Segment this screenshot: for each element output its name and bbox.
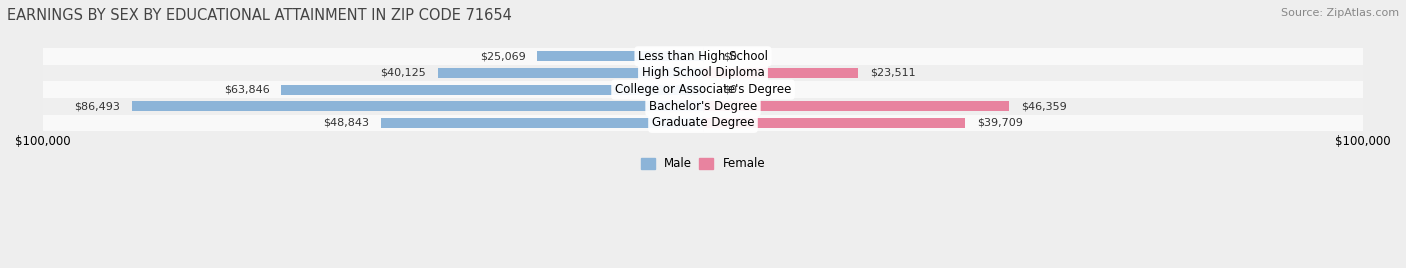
Bar bbox=[42, 114, 1364, 131]
Bar bbox=[703, 101, 1010, 111]
Bar bbox=[42, 48, 1364, 65]
Text: $0: $0 bbox=[723, 85, 737, 95]
Text: $25,069: $25,069 bbox=[479, 51, 526, 61]
Bar bbox=[439, 68, 703, 78]
Bar bbox=[537, 51, 703, 61]
Bar bbox=[281, 85, 703, 95]
Text: High School Diploma: High School Diploma bbox=[641, 66, 765, 79]
Text: $23,511: $23,511 bbox=[870, 68, 915, 78]
Bar bbox=[703, 68, 858, 78]
Text: Bachelor's Degree: Bachelor's Degree bbox=[650, 100, 756, 113]
Text: $46,359: $46,359 bbox=[1021, 101, 1067, 111]
Text: $86,493: $86,493 bbox=[75, 101, 120, 111]
Text: $0: $0 bbox=[723, 51, 737, 61]
Bar bbox=[42, 81, 1364, 98]
Text: Source: ZipAtlas.com: Source: ZipAtlas.com bbox=[1281, 8, 1399, 18]
Text: $48,843: $48,843 bbox=[322, 118, 368, 128]
Text: Graduate Degree: Graduate Degree bbox=[652, 116, 754, 129]
Bar bbox=[42, 65, 1364, 81]
Bar bbox=[703, 118, 965, 128]
Bar bbox=[132, 101, 703, 111]
Bar bbox=[381, 118, 703, 128]
Text: $40,125: $40,125 bbox=[381, 68, 426, 78]
Bar bbox=[42, 98, 1364, 114]
Text: $39,709: $39,709 bbox=[977, 118, 1024, 128]
Text: $63,846: $63,846 bbox=[224, 85, 270, 95]
Legend: Male, Female: Male, Female bbox=[638, 155, 768, 173]
Text: EARNINGS BY SEX BY EDUCATIONAL ATTAINMENT IN ZIP CODE 71654: EARNINGS BY SEX BY EDUCATIONAL ATTAINMEN… bbox=[7, 8, 512, 23]
Text: College or Associate's Degree: College or Associate's Degree bbox=[614, 83, 792, 96]
Text: Less than High School: Less than High School bbox=[638, 50, 768, 63]
